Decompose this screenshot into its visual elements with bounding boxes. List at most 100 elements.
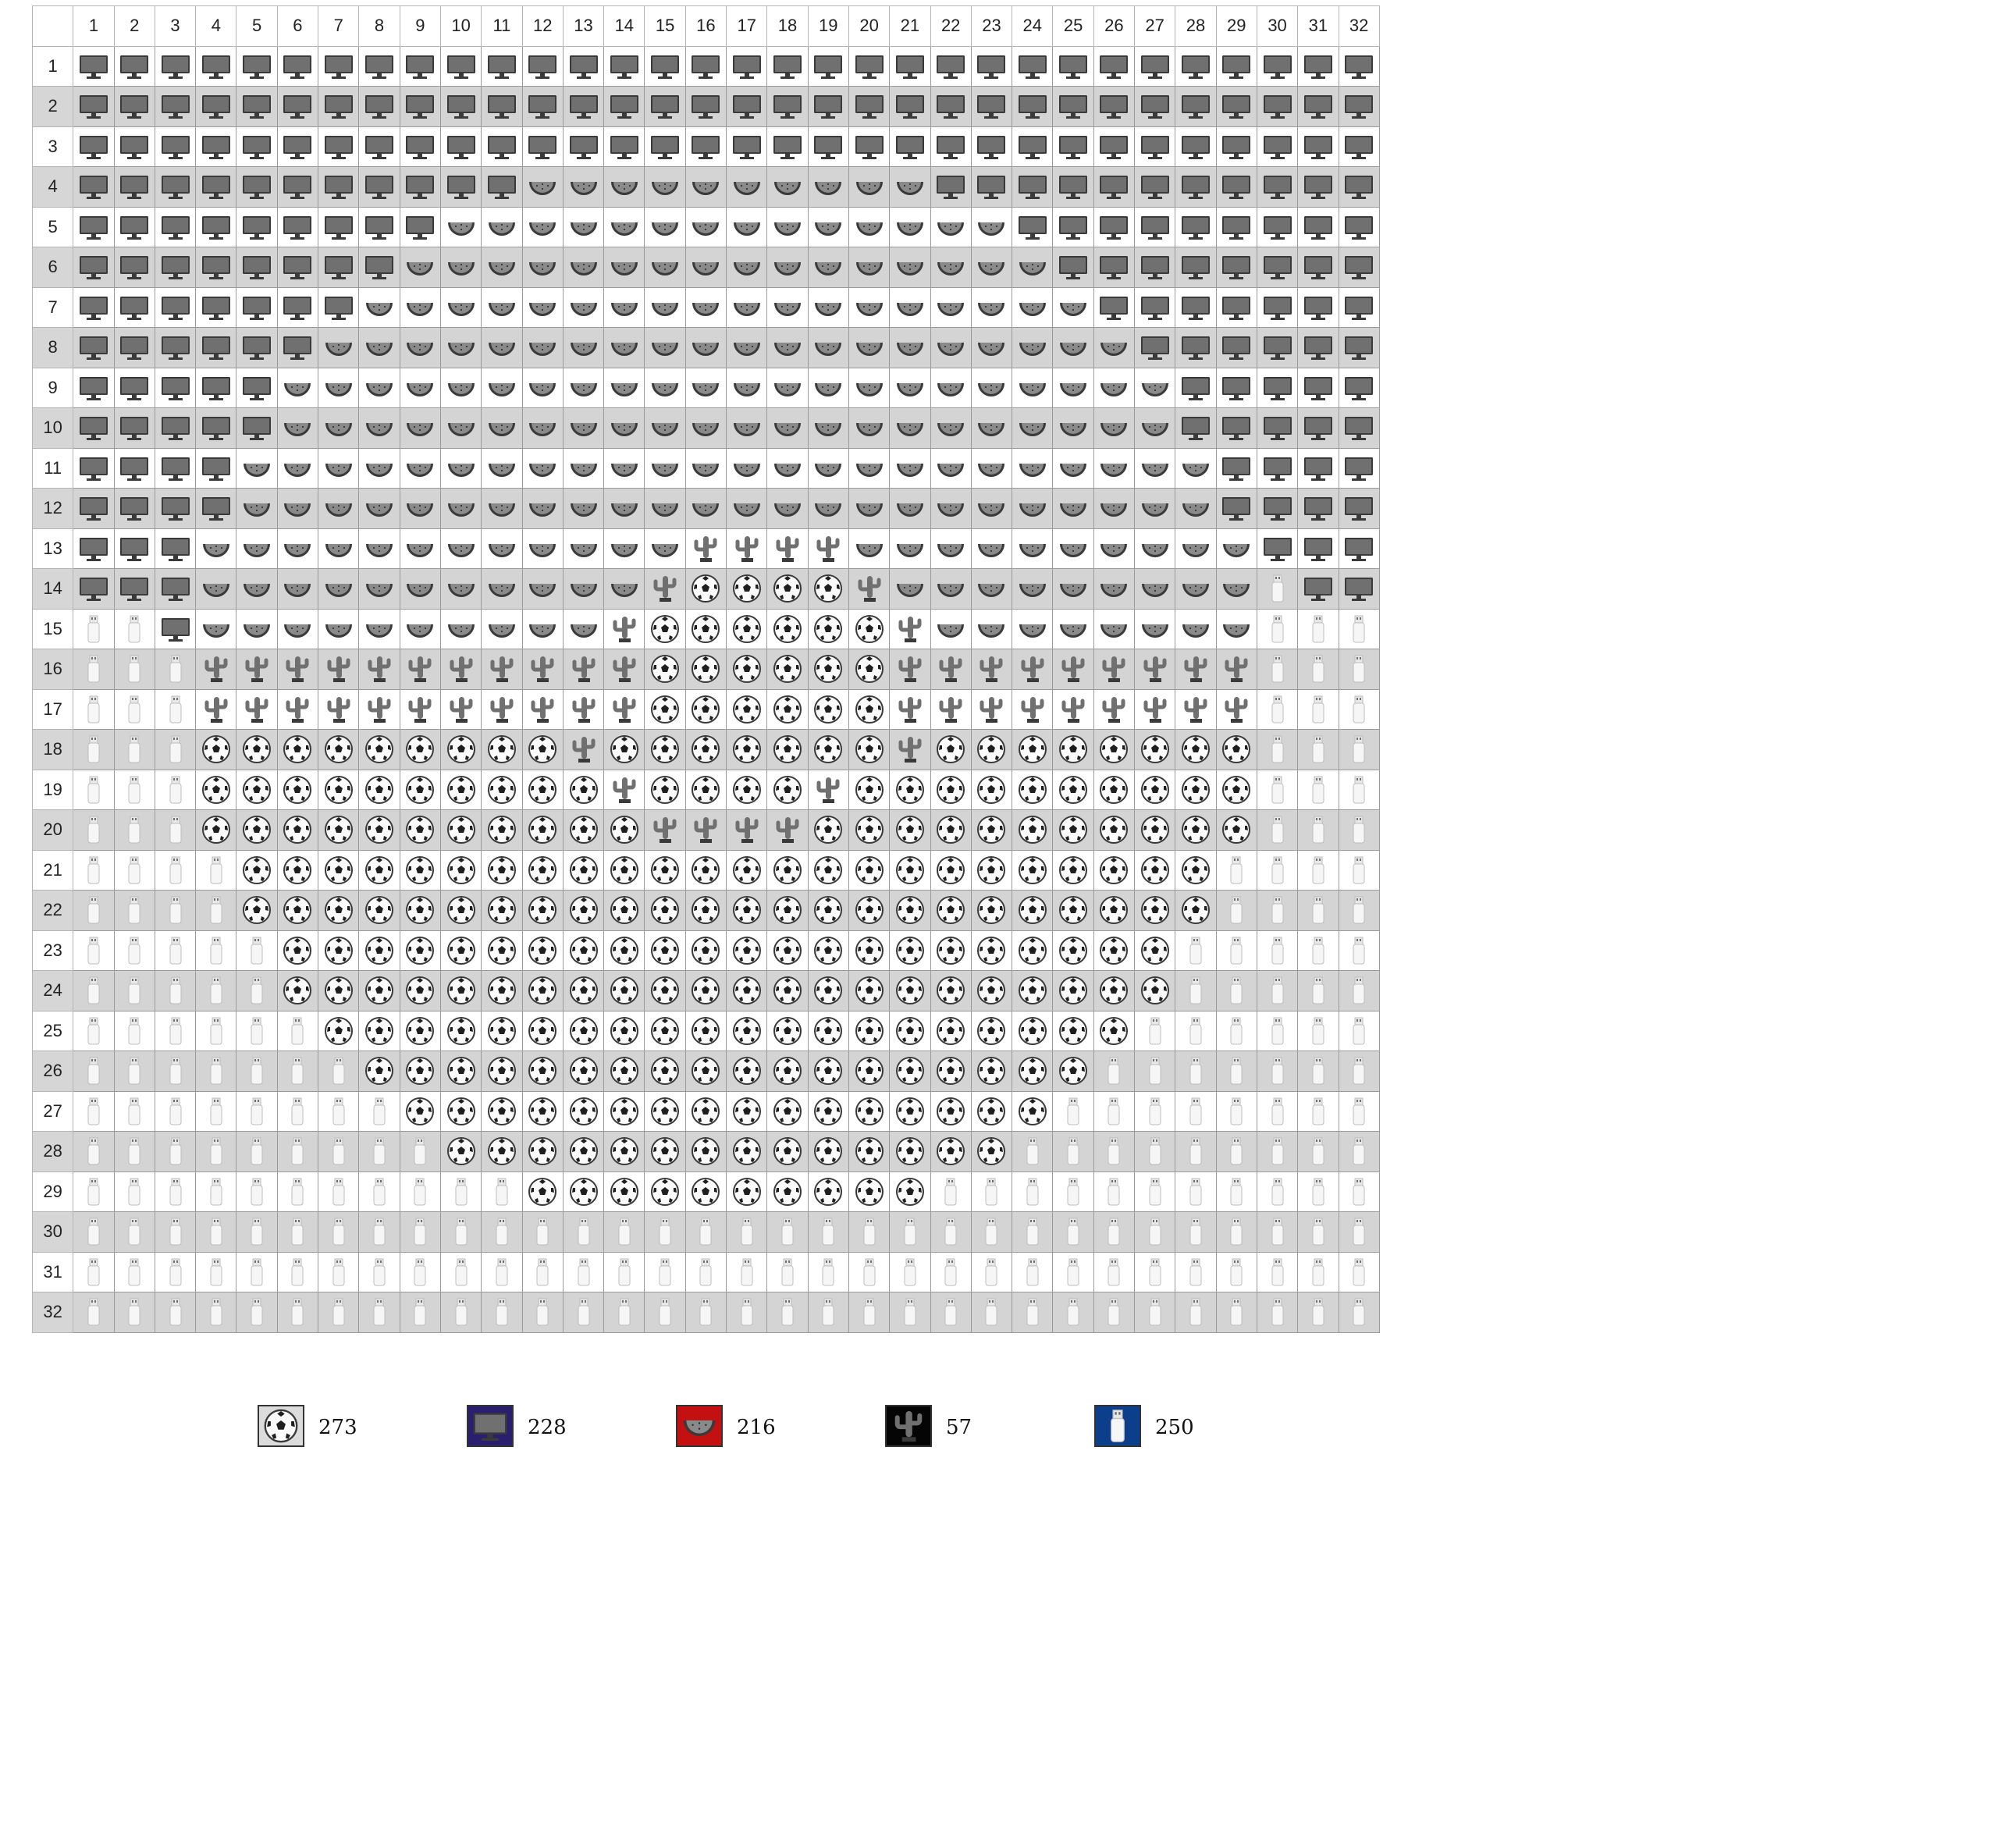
usb-drive-icon xyxy=(1339,813,1379,846)
grid-cell xyxy=(73,608,115,649)
watermelon-icon xyxy=(564,452,603,485)
grid-cell xyxy=(1175,769,1217,810)
monitor-icon xyxy=(115,291,155,324)
cactus-icon xyxy=(1135,693,1175,726)
soccer-ball-icon xyxy=(767,1015,807,1047)
grid-cell xyxy=(562,608,605,649)
grid-cell xyxy=(399,568,441,610)
monitor-icon xyxy=(318,291,358,324)
cactus-icon xyxy=(885,1405,932,1447)
grid-cell xyxy=(562,809,605,851)
soccer-ball-icon xyxy=(400,894,440,926)
grid-cell xyxy=(644,930,686,971)
grid-cell xyxy=(439,1251,482,1292)
grid-cell xyxy=(1175,1131,1217,1172)
grid-cell xyxy=(1297,1251,1339,1292)
grid-cell xyxy=(1215,206,1257,247)
grid-cell xyxy=(1052,86,1094,127)
grid-cell xyxy=(236,1211,278,1253)
grid-cell xyxy=(766,688,809,730)
grid-cell xyxy=(1175,286,1217,328)
soccer-ball-icon xyxy=(686,652,726,685)
grid-cell xyxy=(766,86,809,127)
grid-cell xyxy=(276,970,319,1011)
grid-cell xyxy=(154,769,197,810)
row-header: 24 xyxy=(31,970,74,1011)
grid-cell xyxy=(1338,1010,1380,1051)
grid-cell xyxy=(1338,849,1380,891)
grid-cell xyxy=(1297,247,1339,288)
column-header: 24 xyxy=(1012,5,1054,47)
column-header: 29 xyxy=(1215,5,1257,47)
grid-cell xyxy=(930,608,972,649)
grid-cell xyxy=(481,1051,523,1092)
watermelon-icon xyxy=(400,532,440,565)
grid-cell xyxy=(970,568,1013,610)
watermelon-icon xyxy=(441,572,481,605)
usb-drive-icon xyxy=(359,1256,399,1289)
grid-cell xyxy=(195,488,237,529)
grid-cell xyxy=(726,1251,768,1292)
grid-cell xyxy=(930,1051,972,1092)
grid-row: 11 xyxy=(31,447,1380,489)
watermelon-icon xyxy=(645,211,684,244)
watermelon-icon xyxy=(890,291,930,324)
soccer-ball-icon xyxy=(400,974,440,1007)
grid-cell xyxy=(399,849,441,891)
grid-cell xyxy=(1093,447,1136,489)
watermelon-icon xyxy=(849,170,889,203)
monitor-icon xyxy=(155,50,195,83)
grid-cell xyxy=(848,86,891,127)
grid-row: 12 xyxy=(31,488,1380,529)
grid-cell xyxy=(1175,1090,1217,1132)
monitor-icon xyxy=(1257,211,1297,244)
soccer-ball-icon xyxy=(236,854,276,887)
soccer-ball-icon xyxy=(849,854,889,887)
usb-drive-icon xyxy=(1339,1296,1379,1328)
grid-cell xyxy=(439,568,482,610)
grid-cell xyxy=(481,45,523,87)
grid-cell xyxy=(1215,528,1257,569)
watermelon-icon xyxy=(890,492,930,524)
usb-drive-icon xyxy=(155,1095,195,1128)
grid-cell xyxy=(481,930,523,971)
grid-cell xyxy=(439,286,482,328)
monitor-icon xyxy=(1135,211,1175,244)
watermelon-icon xyxy=(972,291,1012,324)
usb-drive-icon xyxy=(1012,1215,1052,1248)
grid-cell xyxy=(603,769,645,810)
grid-cell xyxy=(562,166,605,208)
grid-cell xyxy=(684,1051,727,1092)
watermelon-icon xyxy=(318,492,358,524)
usb-drive-icon xyxy=(236,1135,276,1168)
grid-cell xyxy=(113,488,155,529)
grid-cell xyxy=(1134,608,1176,649)
grid-cell xyxy=(1215,769,1257,810)
grid-cell xyxy=(562,528,605,569)
soccer-ball-icon xyxy=(1217,813,1257,846)
usb-drive-icon xyxy=(115,1256,155,1289)
grid-cell xyxy=(481,1292,523,1333)
usb-drive-icon xyxy=(73,773,113,806)
grid-cell xyxy=(1012,528,1054,569)
usb-drive-icon xyxy=(1257,894,1297,926)
soccer-ball-icon xyxy=(564,1135,603,1168)
grid-cell xyxy=(726,1010,768,1051)
soccer-ball-icon xyxy=(236,894,276,926)
grid-cell xyxy=(1215,930,1257,971)
grid-cell xyxy=(726,488,768,529)
grid-cell xyxy=(889,1292,931,1333)
grid-cell xyxy=(889,608,931,649)
grid-cell xyxy=(73,1292,115,1333)
grid-cell xyxy=(318,769,360,810)
usb-drive-icon xyxy=(1135,1256,1175,1289)
grid-cell xyxy=(1256,1251,1299,1292)
monitor-icon xyxy=(155,331,195,364)
soccer-ball-icon xyxy=(1094,934,1134,967)
cactus-icon xyxy=(318,652,358,685)
cactus-icon xyxy=(236,652,276,685)
grid-cell xyxy=(154,890,197,931)
usb-drive-icon xyxy=(278,1256,318,1289)
grid-cell xyxy=(930,86,972,127)
monitor-icon xyxy=(849,90,889,123)
